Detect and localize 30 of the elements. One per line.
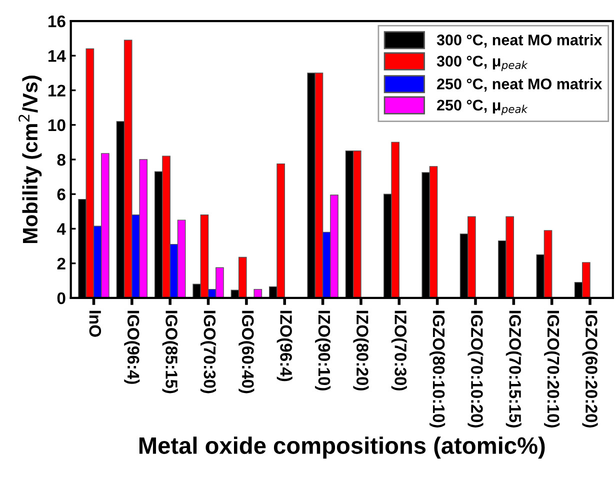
- y-tick-label: 4: [56, 223, 66, 235]
- y-axis-title: Mobility (cm$^{2}$/Vs): [18, 76, 42, 244]
- y-tick-label: 16: [48, 15, 66, 28]
- legend-label: 300 °C, neat MO matrix: [436, 34, 602, 48]
- x-tick-label: IGO(96:4): [124, 310, 140, 384]
- y-tick-label: 0: [57, 292, 66, 304]
- x-axis-title: Metal oxide compositions (atomic%): [139, 436, 545, 459]
- legend-label: 250 °C, neat MO matrix: [437, 78, 602, 92]
- x-tick-label: IGZO(80:10:10): [430, 310, 446, 428]
- y-tick-label: 12: [48, 84, 66, 96]
- y-tick-label: 8: [57, 154, 66, 166]
- x-tick-label: IGZO(70:10:20): [468, 310, 484, 428]
- legend-label: 300 °C, μ$_{peak}$: [436, 56, 528, 72]
- y-tick-label: 2: [57, 258, 66, 270]
- bar: [254, 288, 262, 298]
- y-tick-label: 10: [48, 119, 66, 132]
- x-tick-label: IZO(96:4): [276, 310, 292, 382]
- y-tick-label: 6: [57, 188, 66, 200]
- y-tick-label: 14: [48, 50, 66, 62]
- x-tick-label: IGZO(70:15:15): [506, 310, 522, 428]
- x-tick-label: IGO(60:40): [238, 310, 254, 394]
- x-tick-label: IZO(90:10): [315, 310, 331, 390]
- legend-label: 250 °C, μ$_{peak}$: [437, 100, 528, 116]
- x-tick-label: IGO(70:30): [200, 310, 216, 394]
- x-tick-label: IGZO(60:20:20): [582, 310, 598, 428]
- x-tick-label: IZO(80:20): [353, 310, 369, 390]
- x-tick-label: IZO(70:30): [391, 310, 407, 390]
- x-tick-label: IGZO(70:20:10): [544, 310, 560, 428]
- x-tick-label: IGO(85:15): [162, 310, 178, 394]
- x-tick-label: InO: [89, 310, 102, 337]
